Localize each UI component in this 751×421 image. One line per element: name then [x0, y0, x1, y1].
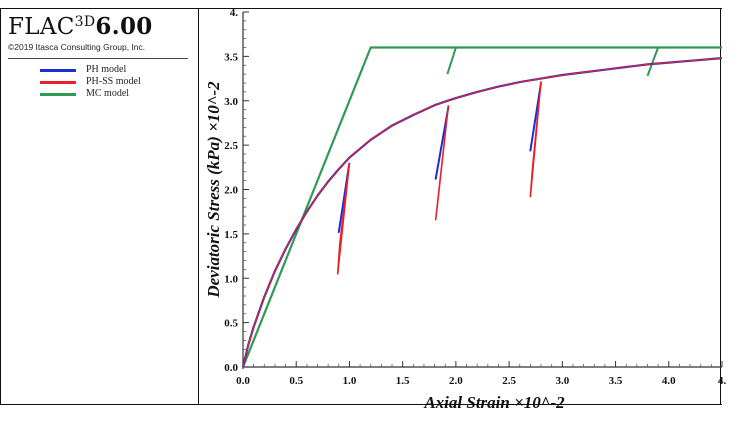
- logo-title: FLAC3D6.00: [8, 11, 193, 39]
- logo-copyright: ©2019 Itasca Consulting Group, Inc.: [8, 42, 146, 52]
- unload-loop-ph-ss: [434, 105, 450, 221]
- chart-labels: 0.0 0.5 1.0 1.5 2.0 2.5 3.0 3.5 4. 0.0 0.5 1.0 1.5 2.…: [204, 7, 726, 412]
- y-tick-label: 0.0: [224, 362, 238, 374]
- unload-loop-mc: [446, 47, 457, 75]
- legend-swatch-mc: [40, 93, 76, 96]
- y-tick-label: 1.5: [224, 229, 238, 241]
- series-line-ph: [241, 57, 723, 368]
- legend-panel: [0, 8, 199, 404]
- logo-product: FLAC: [8, 14, 75, 40]
- y-tick-label: 0.5: [224, 318, 238, 330]
- chart-series: [241, 46, 723, 368]
- frame-right-border: [720, 8, 721, 405]
- y-tick-label: 4.: [230, 7, 239, 19]
- frame-top-border: [0, 8, 722, 9]
- logo-superscript: 3D: [74, 14, 96, 30]
- unload-loop-ph: [529, 82, 542, 152]
- unload-loop-ph-ss: [336, 162, 351, 275]
- x-tick-label: 3.5: [609, 375, 623, 387]
- y-tick-label: 1.0: [224, 273, 238, 285]
- x-tick-label: 0.5: [289, 375, 303, 387]
- x-tick-label: 4.0: [662, 375, 676, 387]
- y-tick-label: 3.0: [224, 96, 238, 108]
- series-line-mc: [241, 46, 722, 368]
- flac-logo: FLAC3D6.00 ©2019 Itasca Consulting Group…: [8, 11, 193, 57]
- logo-divider: [8, 58, 188, 59]
- x-tick-label: 3.0: [555, 375, 569, 387]
- legend-label-mc: MC model: [86, 88, 130, 99]
- x-tick-label: 1.0: [343, 375, 357, 387]
- unload-loop-mc: [646, 47, 660, 77]
- unload-loop-ph: [434, 106, 450, 180]
- x-tick-label: 2.5: [502, 375, 516, 387]
- legend-label-ph-ss: PH-SS model: [86, 76, 141, 87]
- unload-loop-ph-ss: [529, 81, 542, 198]
- legend-swatch-ph-ss: [40, 81, 76, 84]
- frame-bottom-border: [0, 404, 722, 405]
- x-tick-label: 2.0: [449, 375, 463, 387]
- y-tick-label: 2.5: [224, 140, 238, 152]
- x-tick-label: 4.: [718, 375, 727, 387]
- logo-version: 6.00: [95, 13, 153, 40]
- y-tick-label: 2.0: [224, 185, 238, 197]
- y-axis-title: Deviatoric Stress (kPa) ×10^-2: [204, 81, 223, 299]
- legend-label-ph: PH model: [86, 64, 127, 75]
- x-tick-label: 1.5: [396, 375, 410, 387]
- x-axis-title: Axial Strain ×10^-2: [423, 393, 565, 412]
- chart-axes: [242, 11, 723, 369]
- series-line-ph-ss: [242, 57, 723, 368]
- y-tick-label: 3.5: [224, 51, 238, 63]
- legend-swatch-ph: [40, 69, 76, 72]
- x-tick-label: 0.0: [236, 375, 250, 387]
